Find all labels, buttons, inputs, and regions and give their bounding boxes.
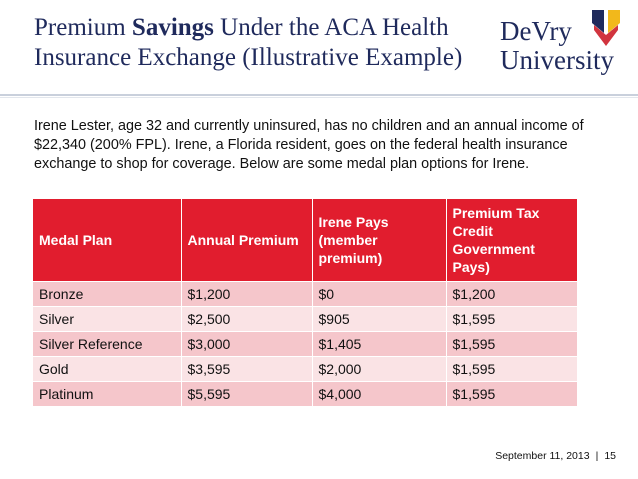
cell-premium: $3,000 — [181, 330, 313, 356]
table-row: Platinum $5,595 $4,000 $1,595 — [33, 380, 577, 406]
title-emphasis: Savings — [131, 14, 214, 41]
devry-shield-icon — [592, 10, 620, 46]
devry-logo-text: DeVry University — [500, 17, 614, 75]
table-row: Gold $3,595 $2,000 $1,595 — [33, 355, 577, 381]
footer-date: September 11, 2013 — [495, 450, 590, 462]
cell-irene-pays: $0 — [312, 280, 447, 306]
medal-plan-table: Medal Plan Annual Premium Irene Pays (me… — [33, 199, 577, 406]
table-row: Silver Reference $3,000 $1,405 $1,595 — [33, 330, 577, 356]
table-header-row: Medal Plan Annual Premium Irene Pays (me… — [33, 199, 577, 281]
slide-footer: September 11, 2013 | 15 — [495, 450, 616, 462]
cell-plan: Gold — [33, 355, 182, 381]
header-irene-pays: Irene Pays (member premium) — [312, 199, 447, 281]
cell-irene-pays: $2,000 — [312, 355, 447, 381]
title-part-1: Premium — [34, 14, 132, 41]
cell-tax-credit: $1,595 — [446, 330, 577, 356]
logo-line-2: University — [500, 45, 614, 75]
table-row: Bronze $1,200 $0 $1,200 — [33, 280, 577, 306]
intro-paragraph: Irene Lester, age 32 and currently unins… — [34, 118, 584, 172]
footer-separator: | — [595, 450, 599, 462]
cell-tax-credit: $1,595 — [446, 380, 577, 406]
cell-plan: Silver Reference — [33, 330, 182, 356]
page-number: 15 — [604, 450, 616, 462]
cell-plan: Bronze — [33, 280, 182, 306]
cell-premium: $1,200 — [181, 280, 313, 306]
header-divider — [0, 94, 638, 96]
cell-plan: Silver — [33, 305, 182, 331]
cell-premium: $2,500 — [181, 305, 313, 331]
cell-plan: Platinum — [33, 380, 182, 406]
slide-title: Premium Savings Under the ACA Health Ins… — [34, 13, 474, 73]
title-part-2: Under the ACA Health Insurance Exchange … — [34, 14, 463, 71]
table-row: Silver $2,500 $905 $1,595 — [33, 305, 577, 331]
logo-line-1: DeVry — [500, 16, 572, 46]
cell-irene-pays: $905 — [312, 305, 447, 331]
cell-irene-pays: $4,000 — [312, 380, 447, 406]
cell-irene-pays: $1,405 — [312, 330, 447, 356]
cell-premium: $5,595 — [181, 380, 313, 406]
cell-tax-credit: $1,595 — [446, 355, 577, 381]
cell-tax-credit: $1,200 — [446, 280, 577, 306]
header-tax-credit: Premium Tax Credit Government Pays) — [446, 199, 577, 281]
cell-premium: $3,595 — [181, 355, 313, 381]
cell-tax-credit: $1,595 — [446, 305, 577, 331]
header-medal-plan: Medal Plan — [33, 199, 182, 281]
header-divider-shadow — [0, 97, 638, 98]
header-annual-premium: Annual Premium — [181, 199, 313, 281]
